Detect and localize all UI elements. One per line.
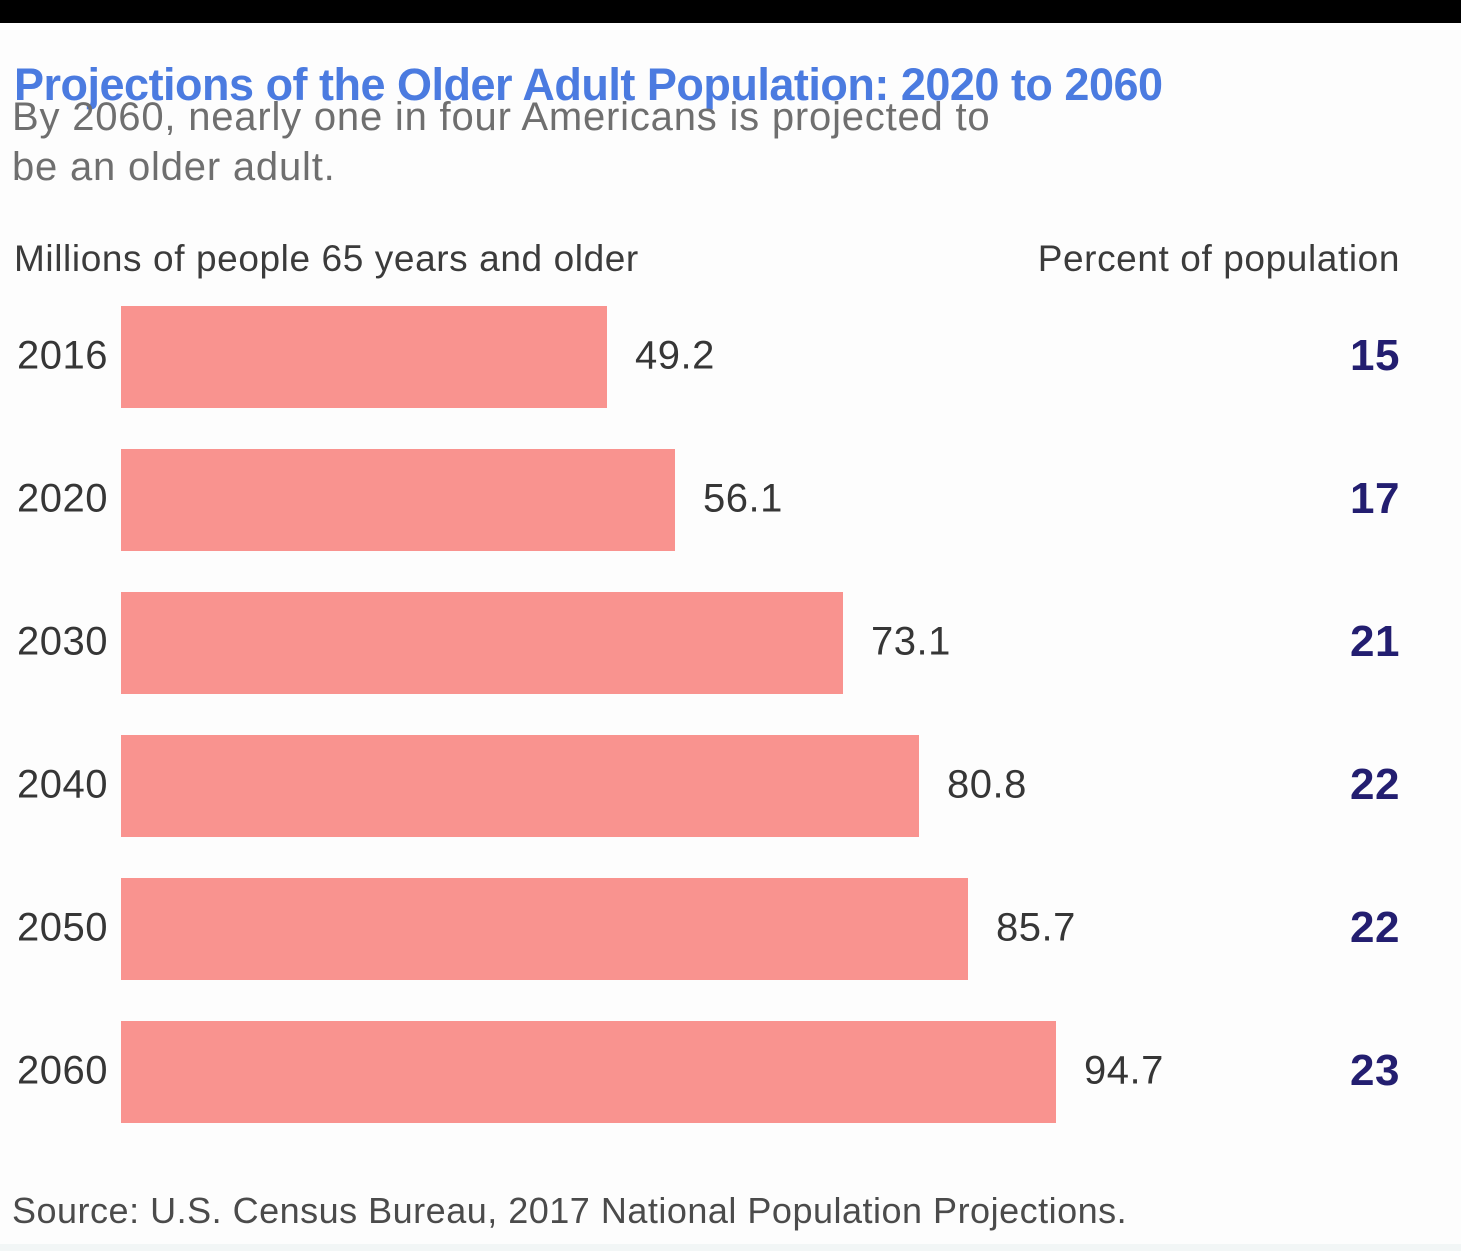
bar-row: 2030 73.1 21 (0, 592, 1461, 694)
population-bar (121, 1021, 1056, 1123)
right-column-header: Percent of population (1037, 238, 1400, 279)
percent-value-label: 22 (1350, 903, 1400, 952)
population-bar (121, 878, 968, 980)
bar-row: 2016 49.2 15 (0, 306, 1461, 408)
millions-value-label: 73.1 (871, 619, 951, 664)
chart-subtitle-line-1: By 2060, nearly one in four Americans is… (12, 95, 991, 139)
chart-subtitle-line-2: be an older adult. (12, 145, 336, 189)
bar-chart: 2016 49.2 15 2020 56.1 17 2030 73.1 21 2… (0, 306, 1461, 1123)
year-label: 2020 (17, 476, 108, 521)
chart-title: Projections of the Older Adult Populatio… (14, 59, 1163, 111)
population-bar (121, 449, 675, 551)
percent-value-label: 15 (1350, 331, 1400, 380)
left-column-header: Millions of people 65 years and older (14, 238, 639, 279)
percent-value-label: 23 (1350, 1046, 1400, 1095)
population-bar (121, 306, 607, 408)
year-label: 2060 (17, 1048, 108, 1093)
year-label: 2030 (17, 619, 108, 664)
population-bar (121, 592, 843, 694)
millions-value-label: 94.7 (1084, 1048, 1164, 1093)
year-label: 2050 (17, 905, 108, 950)
chart-subtitle: By 2060, nearly one in four Americans is… (12, 92, 1312, 192)
year-label: 2016 (17, 333, 108, 378)
millions-value-label: 85.7 (996, 905, 1076, 950)
window-top-black-bar (0, 0, 1461, 23)
source-note: Source: U.S. Census Bureau, 2017 Nationa… (12, 1190, 1128, 1231)
millions-value-label: 49.2 (635, 333, 715, 378)
percent-value-label: 17 (1350, 474, 1400, 523)
population-bar (121, 735, 919, 837)
bottom-edge-strip (0, 1244, 1461, 1251)
bar-row: 2060 94.7 23 (0, 1021, 1461, 1123)
year-label: 2040 (17, 762, 108, 807)
millions-value-label: 80.8 (947, 762, 1027, 807)
percent-value-label: 22 (1350, 760, 1400, 809)
bar-row: 2020 56.1 17 (0, 449, 1461, 551)
bar-row: 2040 80.8 22 (0, 735, 1461, 837)
bar-row: 2050 85.7 22 (0, 878, 1461, 980)
percent-value-label: 21 (1350, 617, 1400, 666)
millions-value-label: 56.1 (703, 476, 783, 521)
